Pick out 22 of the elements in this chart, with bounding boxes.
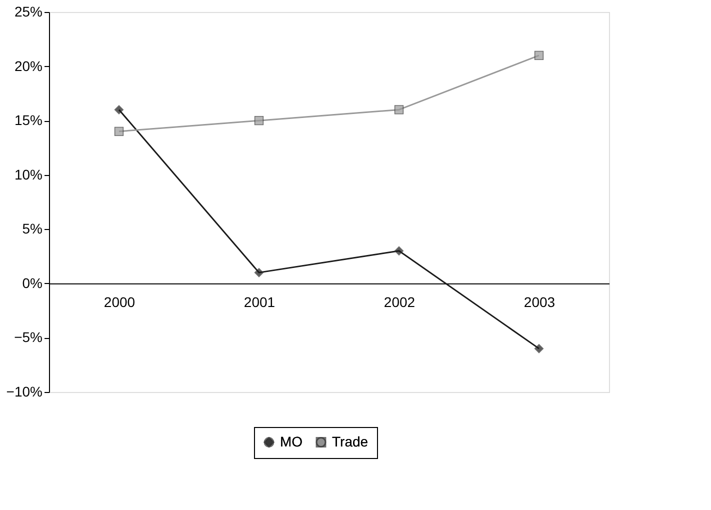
y-tick-label: 10% — [14, 166, 42, 182]
point — [254, 116, 264, 126]
x-tick-label: 2002 — [384, 294, 416, 310]
x-tick-label: 2001 — [244, 294, 276, 310]
point — [534, 50, 544, 60]
legend-label: MO — [280, 433, 303, 450]
legend-label: Trade — [332, 433, 368, 450]
y-tick-label: 5% — [22, 220, 42, 237]
x-tick-label: 2000 — [104, 294, 136, 310]
y-tick-label: −10% — [6, 384, 42, 400]
point — [114, 126, 124, 136]
point — [254, 268, 264, 278]
x-tick-label: 2003 — [524, 294, 556, 310]
y-tick-label: 0% — [22, 274, 42, 291]
point — [394, 246, 404, 256]
y-tick-label: −5% — [14, 329, 42, 346]
point — [394, 105, 404, 114]
y-tick-label: 25% — [14, 4, 42, 20]
point — [534, 344, 544, 354]
point — [114, 105, 124, 114]
y-tick-label: 20% — [14, 58, 42, 74]
y-tick-label: 15% — [14, 112, 42, 128]
